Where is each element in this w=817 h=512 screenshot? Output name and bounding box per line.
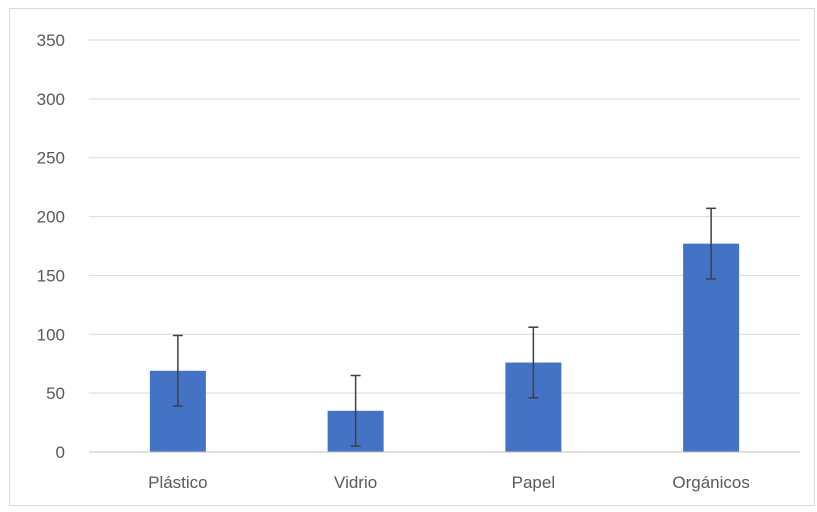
x-category-label: Orgánicos: [672, 473, 749, 492]
y-axis-tick-labels: 0 50 100 150 200 250 300 350: [37, 31, 65, 462]
x-category-label: Papel: [512, 473, 555, 492]
y-tick-label: 100: [37, 325, 65, 344]
y-tick-label: 150: [37, 266, 65, 285]
x-category-label: Vidrio: [334, 473, 377, 492]
error-bar-vidrio: [350, 374, 361, 447]
y-tick-label: 300: [37, 90, 65, 109]
error-bars: [172, 207, 717, 447]
gridlines: [89, 39, 800, 394]
y-tick-label: 200: [37, 208, 65, 227]
bars: [149, 243, 740, 452]
y-tick-label: 0: [56, 443, 65, 462]
chart-frame: 0 50 100 150 200 250 300 350 Plástico Vidrio Pape…: [9, 8, 815, 506]
y-tick-label: 350: [37, 31, 65, 50]
y-tick-label: 50: [46, 384, 65, 403]
x-axis-category-labels: Plástico Vidrio Papel Orgánicos: [148, 473, 750, 492]
error-bar-orgánicos: [706, 207, 717, 280]
bar-chart: 0 50 100 150 200 250 300 350 Plástico Vidrio Pape…: [37, 31, 800, 492]
x-category-label: Plástico: [148, 473, 208, 492]
error-bar-papel: [528, 326, 539, 399]
error-bar-plástico: [172, 334, 183, 407]
y-tick-label: 250: [37, 149, 65, 168]
